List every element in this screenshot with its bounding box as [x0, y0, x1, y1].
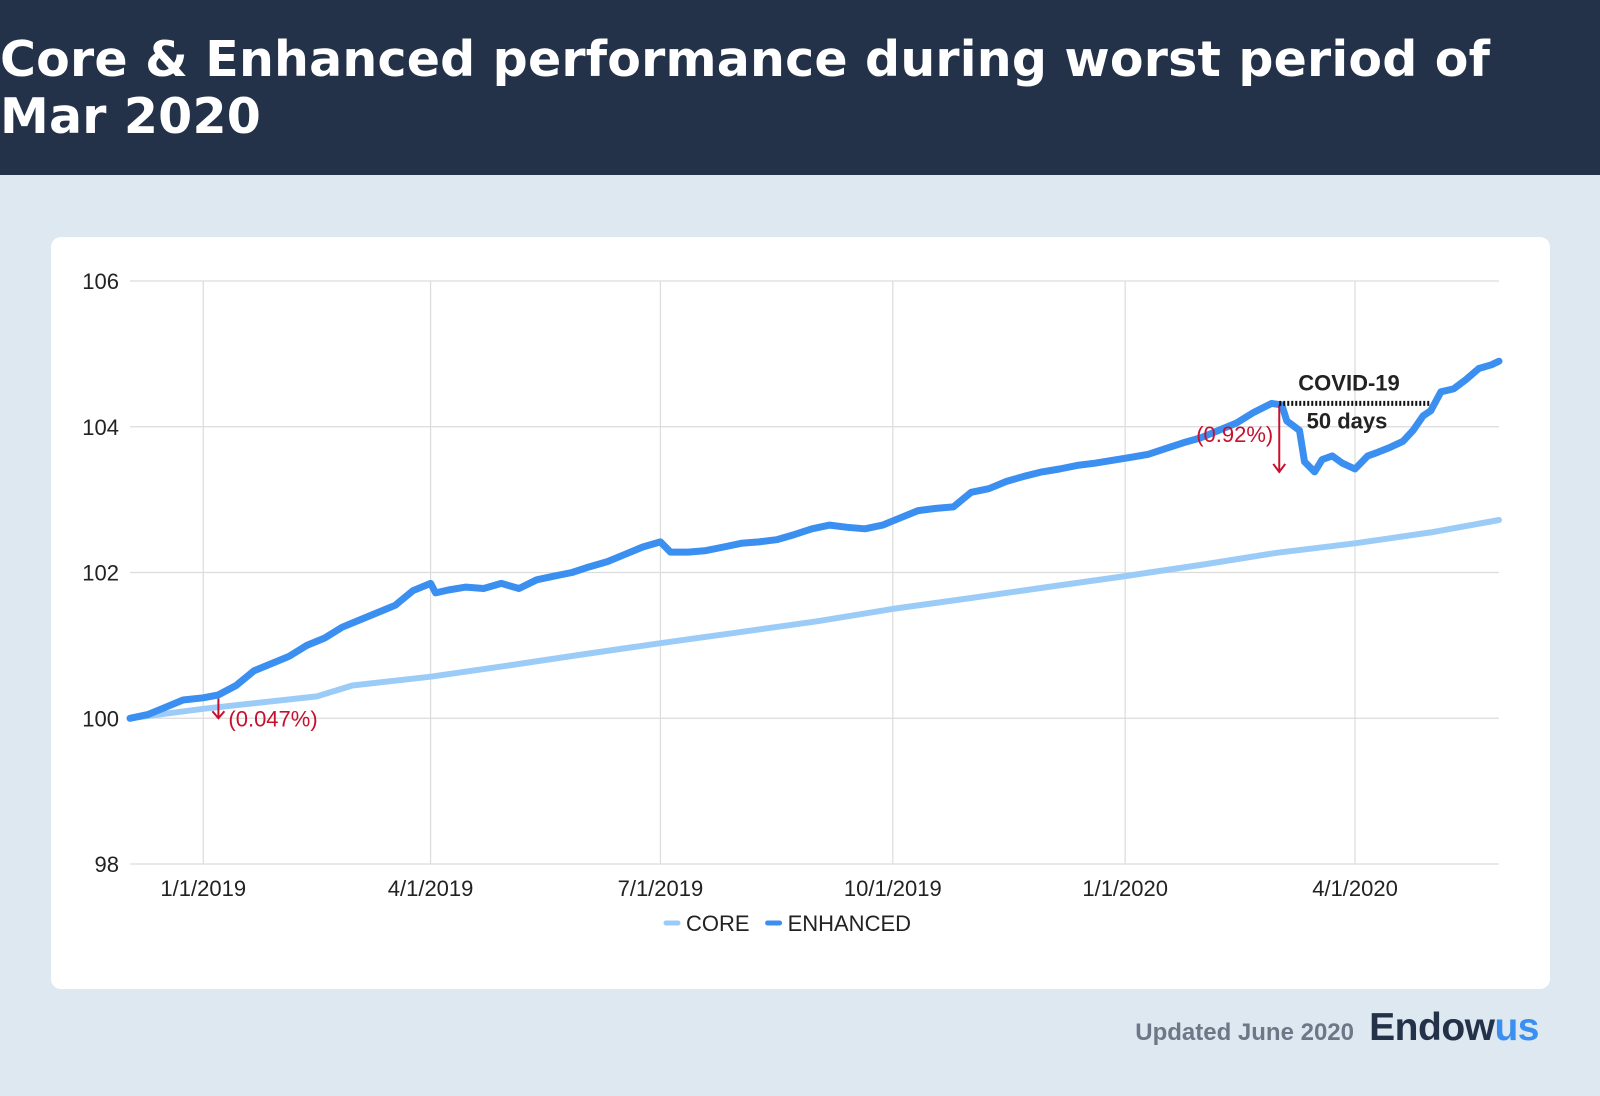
line-chart: 98 100 102 104 106 1/1/2019 4/1/2019 7/1/2019 10… — [82, 269, 1503, 936]
legend-label-core: CORE — [686, 911, 750, 936]
x-tick-label: 1/1/2020 — [1082, 876, 1168, 901]
y-tick-label: 102 — [82, 561, 119, 586]
logo-main-text: Endow — [1369, 1006, 1495, 1049]
x-tick-label: 10/1/2019 — [844, 876, 942, 901]
x-tick-label: 4/1/2019 — [388, 876, 474, 901]
page-title: Core & Enhanced performance during worst… — [0, 30, 1491, 145]
y-tick-label: 106 — [82, 269, 119, 294]
x-tick-label: 4/1/2020 — [1312, 876, 1398, 901]
y-tick-label: 104 — [82, 415, 119, 440]
drawdown-arrow-head — [211, 710, 226, 720]
drawdown-arrow-head — [1272, 463, 1287, 474]
title-banner: Core & Enhanced performance during worst… — [0, 0, 1600, 175]
drawdown-label-covid: (0.92%) — [1196, 422, 1273, 447]
recovery-event-label: COVID-19 — [1298, 370, 1399, 395]
x-tick-label: 7/1/2019 — [618, 876, 704, 901]
y-tick-label: 98 — [95, 852, 119, 877]
chart-card: 98 100 102 104 106 1/1/2019 4/1/2019 7/1/2019 10… — [51, 237, 1550, 989]
endowus-logo: Endowus — [1369, 1006, 1539, 1050]
series-line-enhanced — [126, 357, 1503, 722]
drawdown-label-small: (0.047%) — [228, 706, 317, 731]
updated-note: Updated June 2020 — [1135, 1019, 1354, 1046]
recovery-duration-label: 50 days — [1307, 408, 1388, 433]
y-tick-label: 100 — [82, 706, 119, 731]
legend-label-enhanced: ENHANCED — [788, 911, 911, 936]
logo-accent-text: us — [1494, 1006, 1539, 1049]
x-tick-label: 1/1/2019 — [160, 876, 246, 901]
series-line-core — [127, 517, 1502, 722]
